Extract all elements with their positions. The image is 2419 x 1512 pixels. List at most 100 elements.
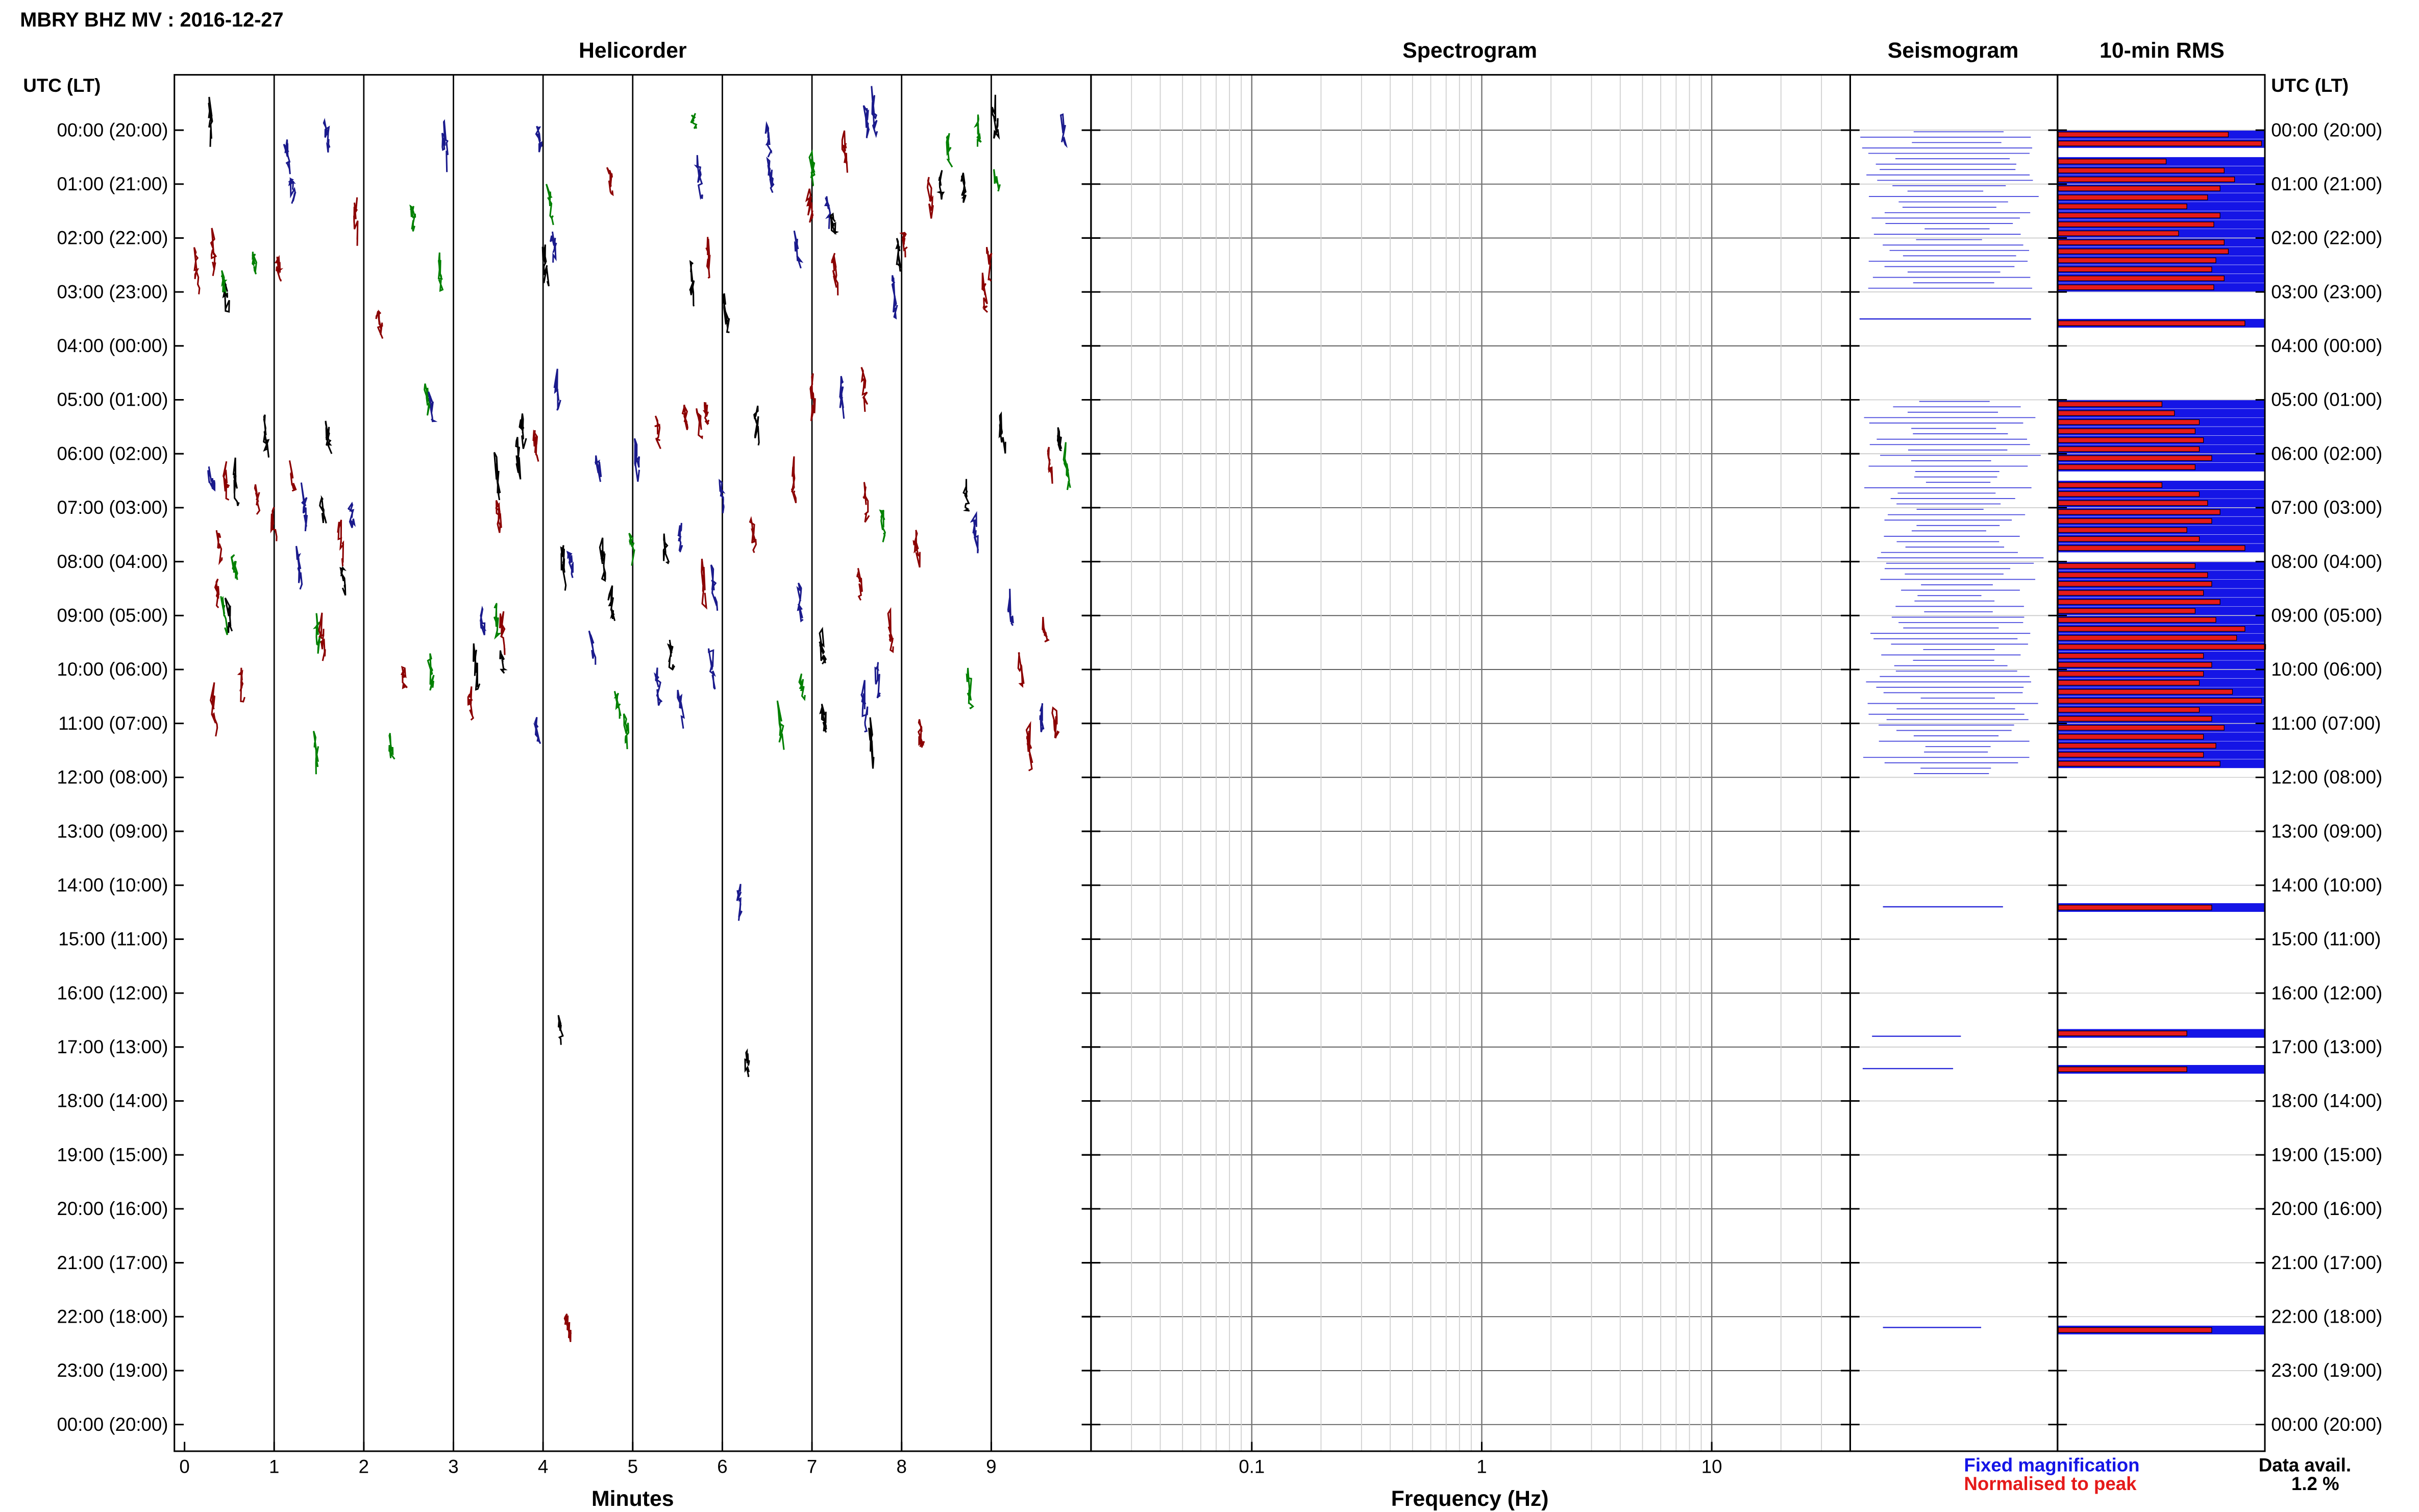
helicorder-trace — [764, 121, 772, 158]
time-label-left: 23:00 (19:00) — [57, 1360, 168, 1381]
helicorder-trace — [566, 551, 574, 578]
helicorder-trace — [1039, 703, 1045, 732]
time-label-right: 17:00 (13:00) — [2271, 1036, 2382, 1057]
rms-normalised-bar — [2058, 428, 2195, 434]
spectrogram-title: Spectrogram — [1402, 38, 1537, 63]
helicorder-trace — [388, 733, 396, 760]
helicorder-trace — [339, 565, 347, 596]
helicorder-trace — [696, 408, 703, 440]
helicorder-trace — [623, 713, 630, 750]
helicorder-trace — [701, 558, 707, 610]
time-labels: 00:00 (20:00) 00:00 (20:00) 01:00 (21:00) 0… — [57, 119, 2383, 1435]
time-label-right: 05:00 (01:00) — [2271, 389, 2382, 410]
rms-normalised-bar — [2058, 249, 2229, 255]
helicorder-trace — [654, 415, 661, 450]
helicorder-trace — [1063, 442, 1071, 490]
helicorder-trace — [719, 479, 726, 513]
minute-tick-label: 8 — [897, 1456, 907, 1477]
time-label-right: 19:00 (15:00) — [2271, 1144, 2382, 1165]
helicorder-trace — [887, 607, 894, 653]
time-label-right: 09:00 (05:00) — [2271, 605, 2382, 626]
helicorder-trace — [499, 650, 508, 674]
rms-normalised-bar — [2058, 617, 2216, 623]
frequency-axis-label: Frequency (Hz) — [1391, 1486, 1549, 1511]
helicorder-trace — [722, 293, 730, 333]
helicorder-trace — [809, 373, 816, 422]
time-label-left: 20:00 (16:00) — [57, 1198, 168, 1219]
helicorder-trace — [973, 114, 982, 147]
helicorder-trace — [970, 511, 979, 554]
rms-normalised-bar — [2058, 1327, 2212, 1333]
helicorder-trace — [912, 530, 921, 568]
helicorder-trace — [254, 484, 261, 515]
helicorder-trace — [856, 568, 863, 601]
rms-normalised-bar — [2058, 410, 2175, 416]
helicorder-trace — [312, 731, 319, 775]
minute-tick-label: 6 — [717, 1456, 727, 1477]
time-label-left: 19:00 (15:00) — [57, 1144, 168, 1165]
helicorder-trace — [560, 545, 567, 591]
helicorder-trace — [214, 578, 220, 608]
helicorder-trace — [441, 119, 449, 172]
time-label-right: 06:00 (02:00) — [2271, 443, 2382, 464]
helicorder-trace — [541, 244, 550, 287]
helicorder-trace — [535, 126, 542, 153]
helicorder-trace — [776, 700, 785, 750]
frequency-tick-label: 10 — [1701, 1456, 1722, 1477]
helicorder-trace — [337, 519, 344, 566]
helicorder-trace — [409, 204, 416, 232]
helicorder-trace — [606, 167, 614, 196]
helicorder-trace — [563, 1313, 572, 1342]
rms-normalised-bar — [2058, 662, 2212, 668]
helicorder-trace — [193, 247, 201, 294]
helicorder-trace — [437, 252, 444, 292]
helicorder-trace — [681, 405, 688, 430]
helicorder-trace — [796, 582, 804, 623]
helicorder-trace — [689, 260, 695, 307]
helicorder-trace — [288, 177, 297, 204]
data-availability-label: Data avail. — [2259, 1455, 2351, 1476]
rms-normalised-bar — [2058, 401, 2162, 407]
time-label-left: 09:00 (05:00) — [57, 605, 168, 626]
helicorder-trace — [424, 383, 432, 416]
helicorder-trace — [966, 667, 975, 710]
helicorder-trace — [232, 457, 240, 506]
helicorder-trace — [708, 648, 716, 690]
rms-normalised-bar — [2058, 635, 2237, 641]
helicorder-trace — [215, 530, 223, 565]
helicorder-trace — [793, 230, 804, 269]
helicorder-trace — [353, 197, 359, 246]
spectrogram-panel — [1090, 75, 1851, 1451]
helicorder-trace — [839, 376, 845, 419]
helicorder-trace — [829, 212, 839, 235]
x-axis-ticks: 0 1 2 3 4 5 6 7 8 9 0.1 1 10 — [179, 1442, 1722, 1477]
helicorder-trace — [495, 500, 502, 533]
helicorder-trace — [428, 391, 438, 423]
figure-title: MBRY BHZ MV : 2016-12-27 — [20, 9, 283, 31]
helicorder-trace — [819, 704, 827, 733]
time-label-left: 06:00 (02:00) — [57, 443, 168, 464]
helicorder-trace — [749, 516, 757, 553]
helicorder-trace — [210, 228, 217, 276]
rms-normalised-bar — [2058, 761, 2220, 767]
time-label-left: 00:00 (20:00) — [57, 1414, 168, 1435]
helicorder-trace — [860, 680, 869, 733]
spectrogram-frame — [1090, 74, 1851, 1452]
data-availability-value: 1.2 % — [2291, 1473, 2339, 1494]
time-label-left: 01:00 (21:00) — [57, 173, 168, 194]
helicorder-trace — [705, 237, 711, 279]
time-label-left: 14:00 (10:00) — [57, 875, 168, 896]
rms-normalised-bar — [2058, 653, 2204, 659]
rms-normalised-bar — [2058, 284, 2214, 290]
rms-normalised-bar — [2058, 221, 2214, 228]
time-label-right: 12:00 (08:00) — [2271, 767, 2382, 788]
rms-normalised-bar — [2058, 177, 2235, 183]
minute-tick-label: 1 — [269, 1456, 279, 1477]
minute-tick-label: 4 — [538, 1456, 548, 1477]
helicorder-trace — [831, 253, 839, 295]
time-label-left: 08:00 (04:00) — [57, 551, 168, 572]
helicorder-trace — [702, 402, 710, 426]
helicorder-trace — [998, 411, 1006, 454]
helicorder-trace — [220, 596, 228, 635]
helicorder-trace — [1025, 721, 1033, 772]
